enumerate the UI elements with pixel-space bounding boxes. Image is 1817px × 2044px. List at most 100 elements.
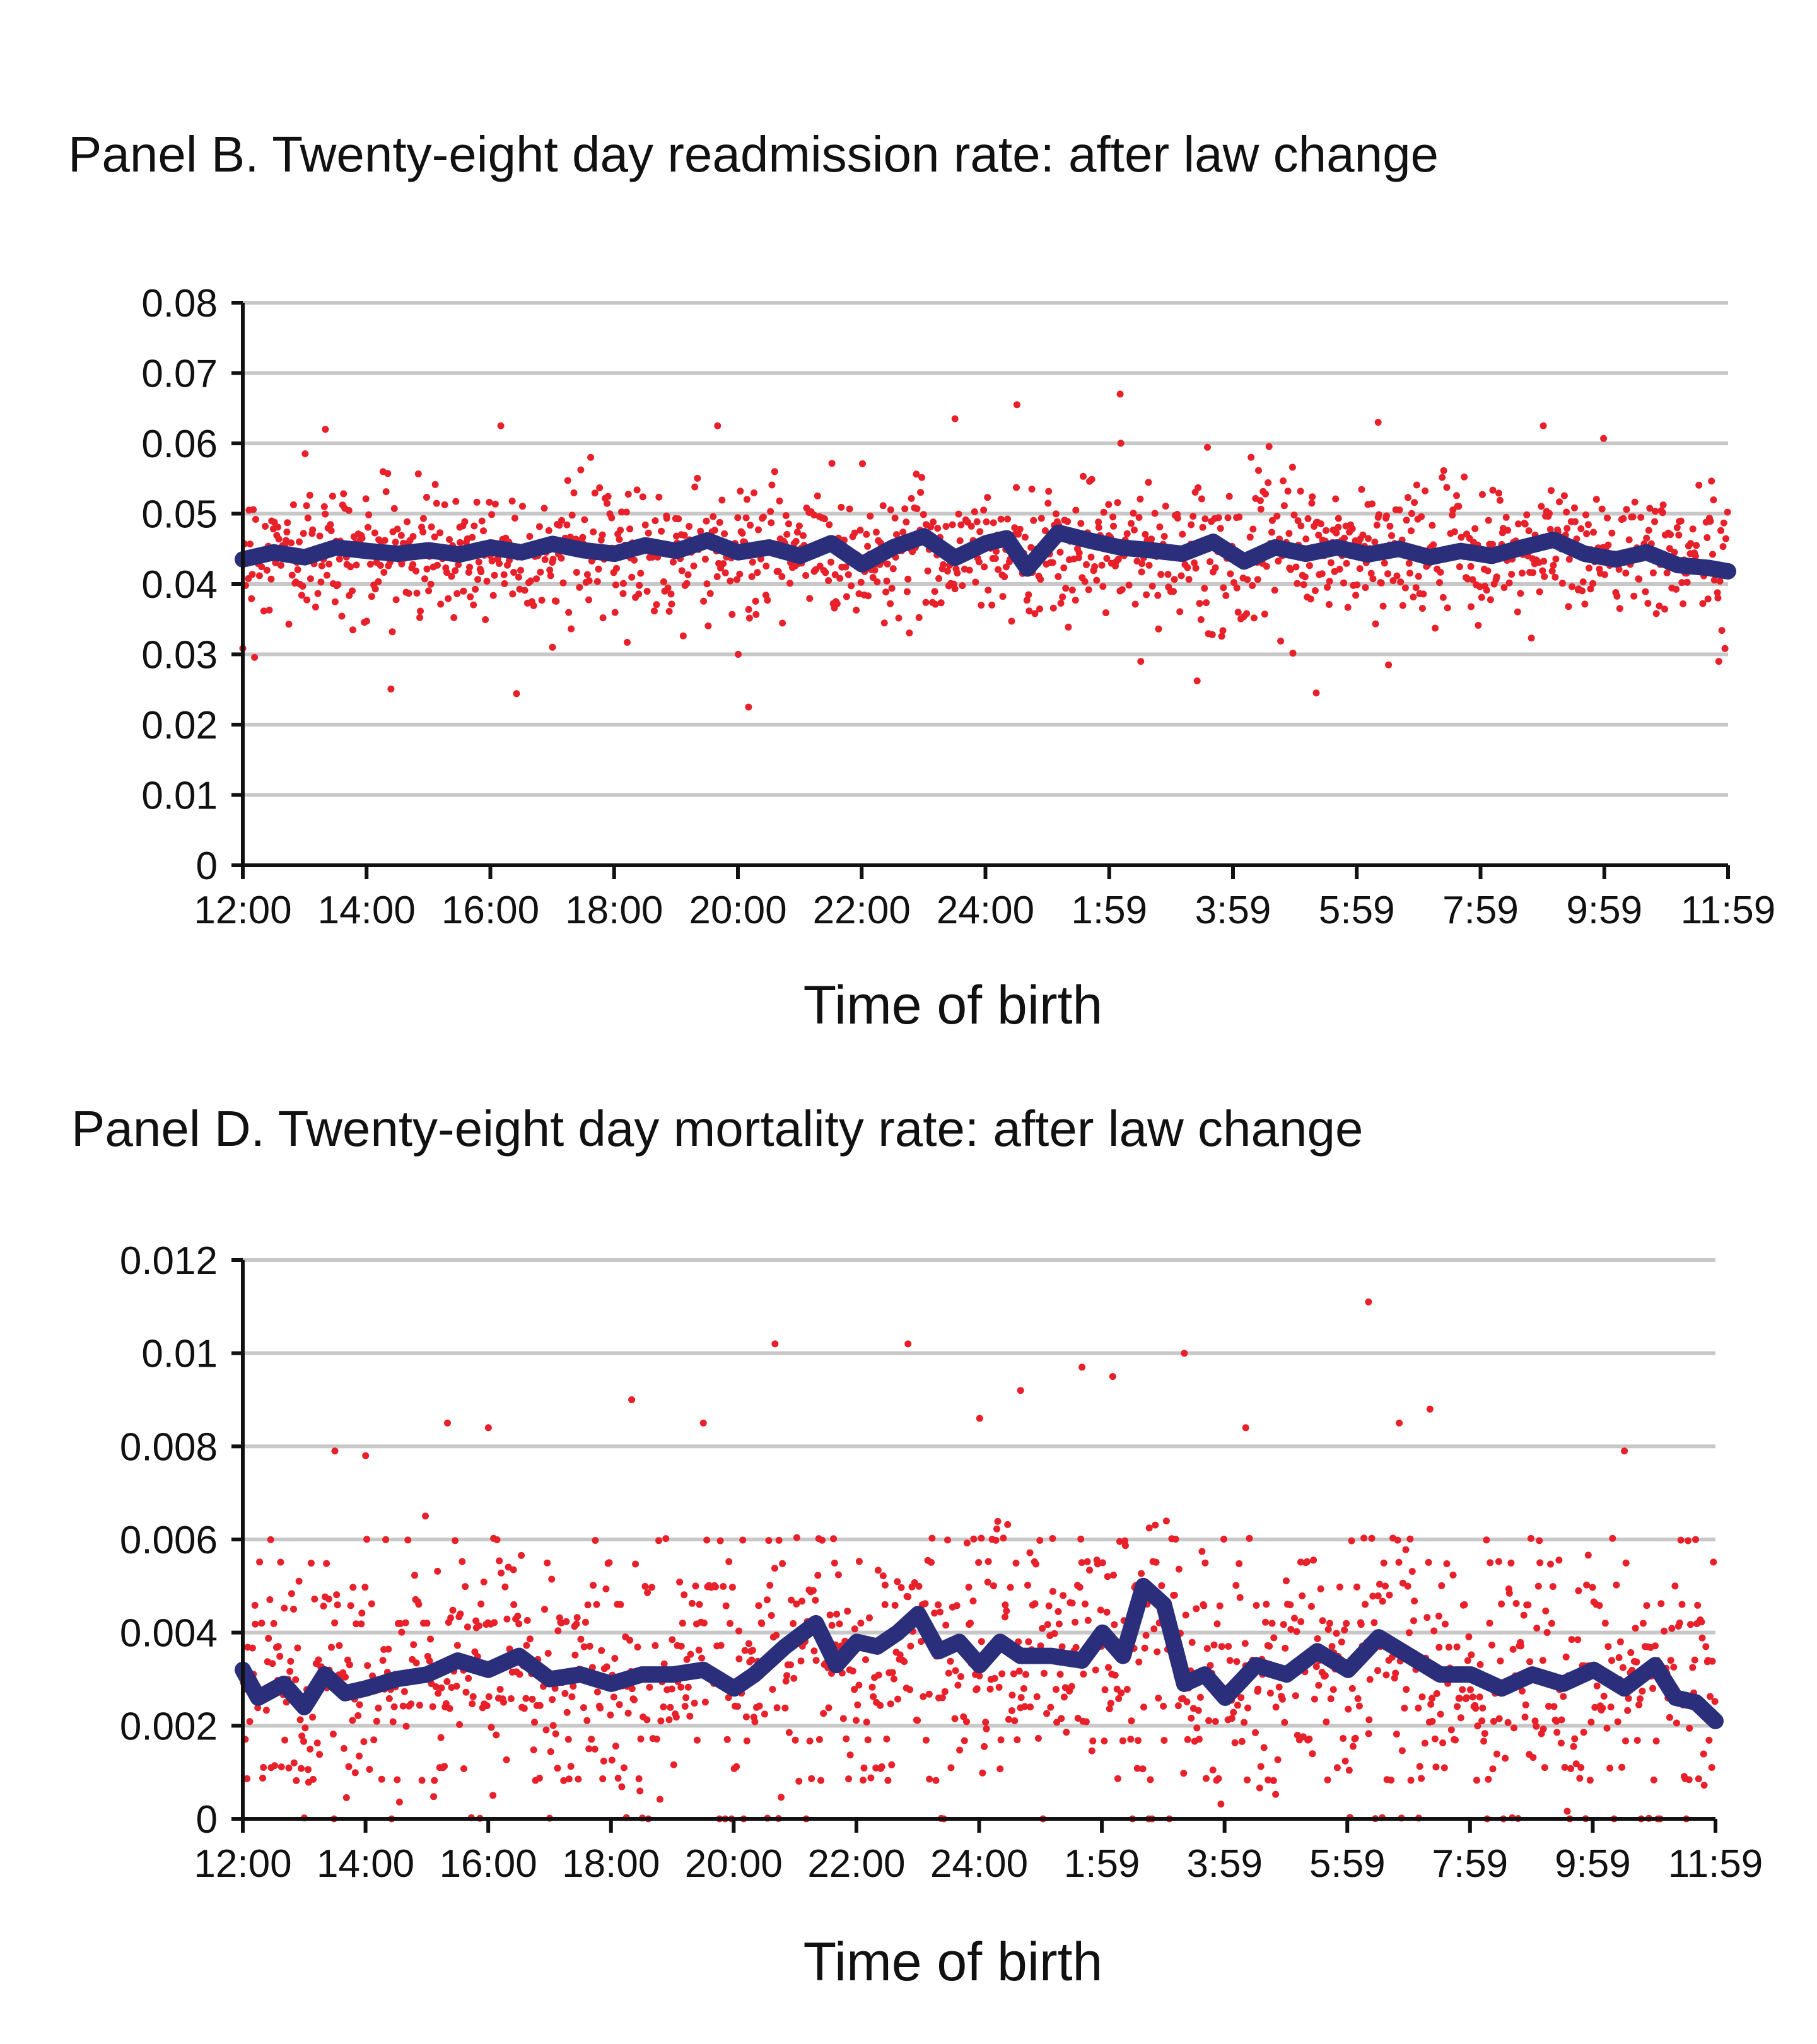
panel-b-data-point — [619, 580, 627, 587]
panel-b-data-point — [347, 563, 354, 571]
panel-b-data-point — [608, 514, 616, 522]
panel-b-data-point — [1100, 508, 1107, 516]
panel-d-data-point — [602, 1585, 610, 1592]
panel-b-data-point — [573, 569, 580, 576]
panel-b-data-point — [497, 422, 505, 429]
panel-d-data-point — [475, 1622, 482, 1630]
panel-d-data-point — [1341, 1626, 1348, 1634]
panel-b-data-point — [747, 522, 754, 529]
panel-b-data-point — [248, 571, 256, 578]
panel-d-data-point — [1215, 1775, 1222, 1782]
panel-d-data-point — [1365, 1730, 1372, 1737]
panel-d-data-point — [1281, 1719, 1288, 1726]
panel-d-data-point — [516, 1671, 523, 1678]
panel-d-data-point — [328, 1644, 335, 1651]
panel-d-data-point — [957, 1673, 964, 1680]
panel-b-data-point — [869, 574, 877, 581]
panel-d-data-point — [1608, 1657, 1615, 1664]
panel-b-data-point — [1353, 581, 1361, 588]
panel-b-data-point — [749, 558, 756, 566]
panel-b-data-point — [867, 512, 874, 520]
panel-d-data-point — [1133, 1765, 1141, 1772]
panel-b-data-point — [1502, 513, 1510, 521]
panel-d-data-point — [597, 1704, 604, 1712]
panel-d-data-point — [1553, 1729, 1561, 1736]
panel-d-data-point — [1297, 1618, 1305, 1625]
panel-d-data-point — [668, 1685, 675, 1693]
panel-d-data-point — [431, 1777, 438, 1784]
panel-b-data-point — [338, 612, 346, 620]
panel-b-data-point — [452, 498, 460, 505]
panel-b-data-point — [1519, 569, 1526, 577]
panel-b-data-point — [1422, 487, 1429, 494]
panel-b-data-point — [1489, 486, 1497, 494]
panel-b-data-point — [1704, 595, 1712, 603]
panel-d-data-point — [878, 1763, 885, 1770]
panel-b-data-point — [880, 619, 888, 627]
panel-b-data-point — [1408, 510, 1415, 517]
panel-b-data-point — [1646, 505, 1654, 512]
panel-d-data-point — [699, 1419, 707, 1427]
panel-b-data-point — [1707, 518, 1714, 525]
panel-d-data-point — [965, 1584, 973, 1591]
panel-d-data-point — [1583, 1581, 1591, 1589]
panel-d-data-point — [1469, 1693, 1476, 1701]
panel-d-data-point — [790, 1620, 797, 1627]
panel-b-data-point — [419, 529, 427, 535]
panel-d-data-point — [353, 1620, 360, 1628]
panel-b-data-point — [663, 515, 670, 522]
panel-b-data-point — [1430, 541, 1437, 549]
panel-b-x-tick-label: 3:59 — [1195, 889, 1271, 932]
panel-d-data-point — [1097, 1606, 1104, 1614]
panel-b-data-point — [1418, 605, 1426, 612]
panel-d-data-point — [351, 1769, 359, 1777]
panel-b-data-point — [1195, 484, 1202, 491]
panel-d-data-point — [1315, 1681, 1323, 1689]
panel-d-data-point — [501, 1583, 509, 1591]
panel-b-data-point — [1667, 531, 1674, 539]
panel-d-data-point — [1439, 1739, 1447, 1746]
panel-d-data-point — [1341, 1757, 1349, 1765]
panel-d-data-point — [781, 1704, 789, 1712]
panel-d-data-point — [884, 1777, 892, 1784]
panel-d-data-point — [464, 1623, 471, 1631]
panel-d-data-point — [700, 1620, 708, 1626]
panel-d-data-point — [1396, 1419, 1403, 1427]
panel-b-data-point — [972, 578, 979, 586]
panel-b-data-point — [390, 505, 398, 512]
panel-d-data-point — [1365, 1716, 1373, 1724]
panel-d-data-point — [611, 1655, 619, 1662]
panel-d-data-point — [1601, 1620, 1609, 1627]
panel-d-data-point — [969, 1597, 977, 1604]
panel-b-data-point — [1273, 512, 1281, 520]
panel-d-data-point — [1677, 1536, 1685, 1544]
panel-d-data-point — [1002, 1613, 1008, 1621]
panel-b-data-point — [1514, 608, 1521, 616]
panel-d-data-point — [1576, 1775, 1584, 1782]
panel-b-data-point — [446, 536, 453, 543]
panel-b-x-tick-label: 16:00 — [441, 889, 539, 932]
panel-b-data-point — [755, 526, 762, 534]
panel-d-data-point — [1043, 1710, 1051, 1717]
panel-b-data-point — [466, 563, 474, 571]
panel-d-data-point — [1667, 1657, 1674, 1664]
panel-d-data-point — [1045, 1602, 1053, 1609]
panel-b-data-point — [792, 537, 800, 545]
panel-b-data-point — [1508, 571, 1516, 578]
panel-b-data-point — [776, 497, 783, 505]
panel-b-data-point — [727, 577, 734, 585]
panel-d-data-point — [918, 1638, 925, 1645]
panel-b-data-point — [501, 580, 508, 587]
panel-d-data-point — [529, 1695, 536, 1703]
panel-d-data-point — [1710, 1558, 1717, 1566]
panel-d-data-point — [1502, 1755, 1509, 1762]
panel-b-data-point — [565, 609, 573, 616]
panel-b-data-point — [450, 614, 458, 621]
panel-d-data-point — [1694, 1601, 1702, 1609]
panel-b-data-point — [678, 567, 686, 575]
panel-d-data-point — [889, 1669, 896, 1676]
panel-b-data-point — [604, 493, 612, 500]
panel-b-data-point — [1637, 513, 1645, 521]
panel-b-data-point — [971, 508, 978, 515]
panel-b-data-point — [743, 496, 751, 503]
